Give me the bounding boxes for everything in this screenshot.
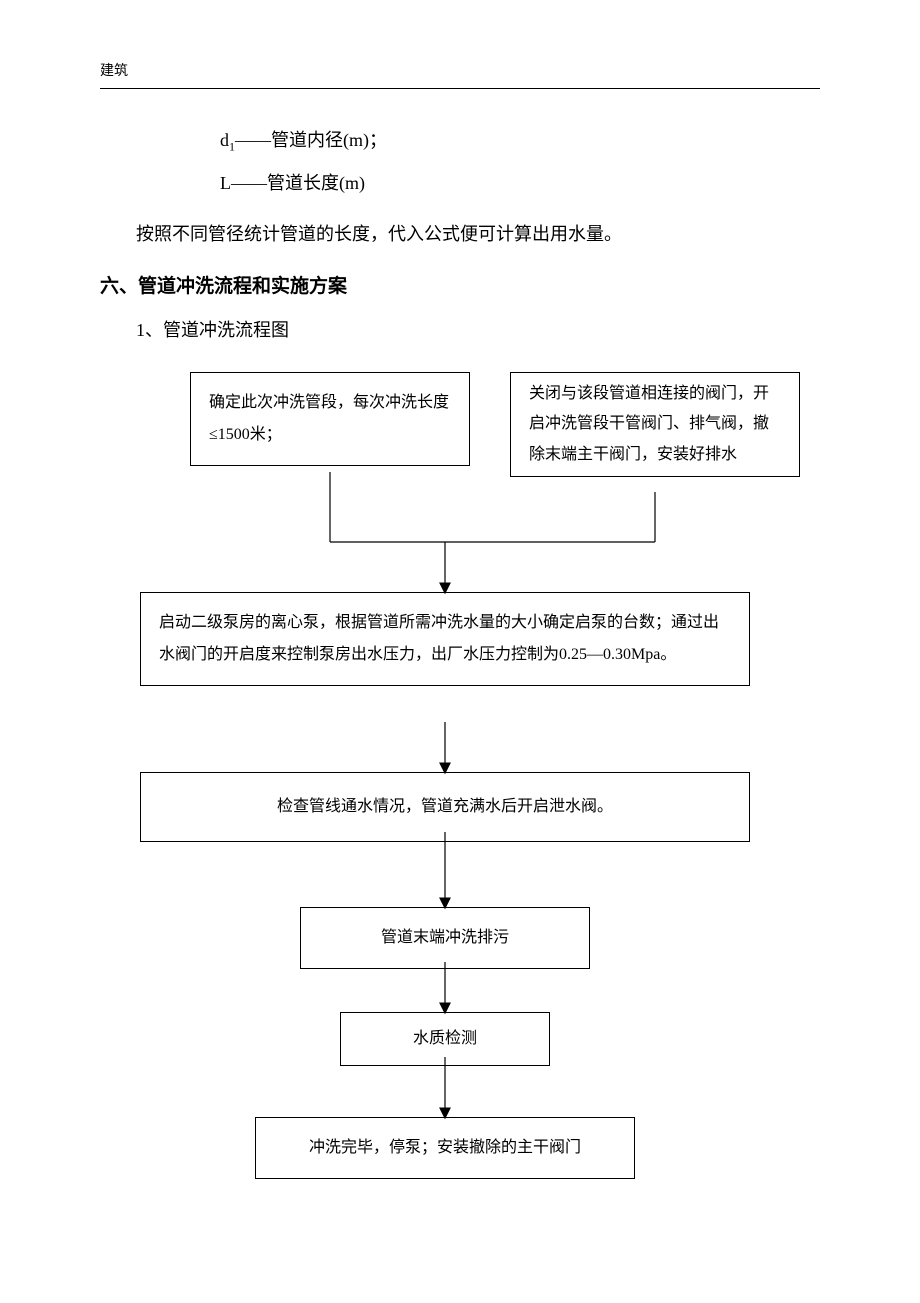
d1-symbol: d	[220, 130, 229, 150]
flow-box-2: 关闭与该段管道相连接的阀门，开启冲洗管段干管阀门、排气阀，撤除末端主干阀门，安装…	[510, 372, 800, 477]
header-rule	[100, 88, 820, 89]
L-desc: 管道长度(m)	[267, 173, 365, 193]
flow-box-5: 管道末端冲洗排污	[300, 907, 590, 969]
L-symbol: L	[220, 173, 231, 193]
d1-sep: ——	[235, 130, 271, 150]
definition-L: L——管道长度(m)	[220, 162, 820, 205]
flow-box-3: 启动二级泵房的离心泵，根据管道所需冲洗水量的大小确定启泵的台数；通过出水阀门的开…	[140, 592, 750, 686]
page: 建筑 d1——管道内径(m)； L——管道长度(m) 按照不同管径统计管道的长度…	[0, 0, 920, 1252]
paragraph-calc: 按照不同管径统计管道的长度，代入公式便可计算出用水量。	[100, 215, 820, 255]
subsection-title: 1、管道冲洗流程图	[136, 316, 820, 342]
flow-box-7: 冲洗完毕，停泵；安装撤除的主干阀门	[255, 1117, 635, 1179]
section-title: 六、管道冲洗流程和实施方案	[100, 271, 820, 298]
flow-box-4: 检查管线通水情况，管道充满水后开启泄水阀。	[140, 772, 750, 842]
L-sep: ——	[231, 173, 267, 193]
flow-box-6: 水质检测	[340, 1012, 550, 1066]
flowchart: 确定此次冲洗管段，每次冲洗长度≤1500米； 关闭与该段管道相连接的阀门，开启冲…	[100, 372, 820, 1192]
definition-d1: d1——管道内径(m)；	[220, 119, 820, 162]
d1-desc: 管道内径(m)；	[271, 130, 387, 150]
flow-box-1: 确定此次冲洗管段，每次冲洗长度≤1500米；	[190, 372, 470, 466]
header-label: 建筑	[100, 60, 820, 80]
